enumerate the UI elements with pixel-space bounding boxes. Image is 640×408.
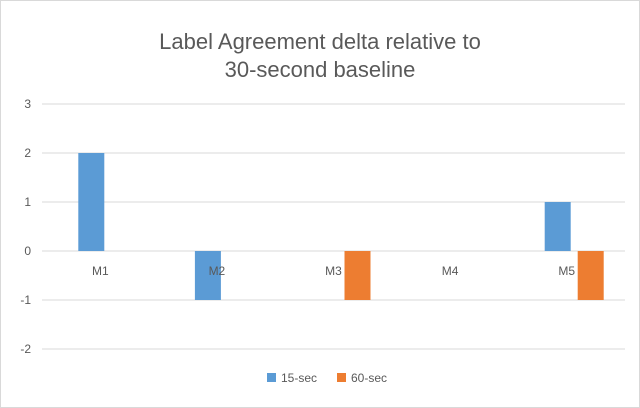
bar-15sec-m2: [194, 251, 221, 300]
y-tick-label: 1: [24, 195, 31, 209]
legend-label-0: 15-sec: [281, 371, 317, 385]
x-tick-label: M1: [92, 264, 109, 278]
y-tick-label: -1: [20, 293, 31, 307]
x-tick-label: M5: [558, 264, 575, 278]
chart-title: Label Agreement delta relative to 30-sec…: [0, 28, 640, 84]
y-tick-label: 2: [24, 146, 31, 160]
chart-title-line-2: 30-second baseline: [224, 57, 416, 82]
y-tick-label: 3: [24, 97, 31, 111]
legend-swatch-1: [337, 373, 346, 382]
y-tick-label: 0: [24, 244, 31, 258]
x-tick-label: M4: [442, 264, 459, 278]
legend-label-1: 60-sec: [351, 371, 387, 385]
y-tick-label: -2: [20, 342, 31, 356]
legend-swatch-0: [267, 373, 276, 382]
x-tick-label: M3: [325, 264, 342, 278]
bar-60sec-m3: [344, 251, 371, 300]
bar-60sec-m5: [577, 251, 604, 300]
bar-15sec-m1: [78, 153, 105, 251]
bar-15sec-m5: [544, 202, 571, 251]
chart-title-line-1: Label Agreement delta relative to: [159, 29, 481, 54]
x-tick-label: M2: [209, 264, 226, 278]
